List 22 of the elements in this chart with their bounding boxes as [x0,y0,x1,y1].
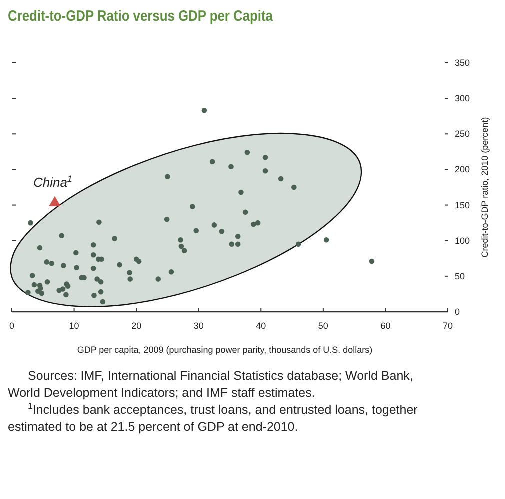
y-axis-title: Credit-to-GDP ratio, 2010 (percent) [480,117,490,258]
text: $^{1}$Includes bank acceptances, trust loans, and entrusted loans, together estimated to be at 21.5 percent of GDP at end-2010. [8,401,418,434]
x-axis-title: GDP per capita, 2009 (purchasing power parity, thousands of U.S. dollars) [77,345,373,355]
series-label: China$^{1}$ [33,174,72,190]
x-tick-label: 20 [132,321,142,331]
y-tick-label: 200 [455,164,470,175]
y-tick-label: 100 [455,236,470,246]
x-tick-label: 30 [194,321,204,331]
y-tick-label: 300 [455,94,470,104]
x-tick-label: 10 [69,321,80,331]
chart-title: Credit-to-GDP Ratio versus GDP per Capita [8,8,316,25]
x-tick-label: 50 [318,321,328,331]
x-tick-label: 60 [380,321,391,331]
x-tick-label: 70 [442,321,454,331]
source-note: Sources: IMF, International Financial Statistics database; World Bank, World Development Indicators; and IMF staff estimates. [8,369,414,400]
y-tick-label: 0 [455,307,460,317]
y-tick-label: 250 [455,129,470,140]
x-tick-label: 40 [256,321,266,331]
y-tick-label: 350 [455,58,470,68]
x-tick-label: 0 [9,321,15,331]
y-tick-label: 150 [455,200,470,210]
y-tick-label: 50 [455,271,466,282]
